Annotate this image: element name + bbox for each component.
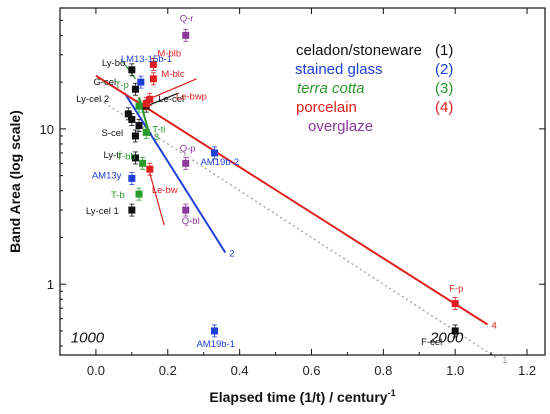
point-label: Ly-cel 1 — [86, 206, 119, 217]
corner-label-1000: 1000 — [71, 330, 105, 347]
point-label: G-cel — [93, 77, 116, 88]
point-porcelain — [146, 95, 154, 103]
point-porcelain — [146, 165, 154, 173]
point-label: F-cel — [421, 337, 442, 348]
point-porcelain — [142, 100, 150, 108]
x-tick-label: 0.8 — [374, 363, 392, 378]
point-label: S-cel — [101, 128, 123, 139]
point-stained — [128, 174, 136, 182]
point-celadon — [131, 132, 139, 140]
x-tick-label: 1.2 — [518, 363, 536, 378]
point-stained — [137, 78, 145, 86]
callout-line-2 — [145, 92, 179, 107]
legend-number-2: (3) — [435, 80, 453, 97]
fit-line-1 — [95, 96, 499, 360]
y-axis-title: Band Area (log scale) — [7, 110, 23, 253]
legend-label-2: terra cotta — [297, 80, 365, 97]
point-terracotta — [135, 190, 143, 198]
callout-line-0 — [153, 78, 197, 98]
point-label: AM19b-2 — [200, 157, 239, 168]
x-axis-title: Elapsed time (1/t) / century-1 — [209, 388, 395, 405]
point-label: Le-bw — [152, 185, 178, 196]
point-label: T-ti — [152, 124, 165, 135]
fit-line-4 — [95, 74, 489, 326]
y-tick-label: 10 — [40, 122, 54, 137]
y-tick-label: 1 — [47, 277, 54, 292]
point-celadon — [135, 122, 143, 130]
point-terracotta — [142, 128, 150, 136]
point-label: Ly-ti — [103, 150, 121, 161]
fit-line-label-4: 4 — [492, 321, 497, 332]
point-label: T-p — [115, 80, 129, 91]
fit-line-label-2: 2 — [229, 248, 234, 259]
fit-line-label-1: 1 — [502, 355, 507, 366]
point-celadon — [124, 110, 132, 118]
point-celadon — [131, 85, 139, 93]
legend: celadon/stoneware (1) stained glass (2) terr… — [295, 42, 453, 135]
point-label: M-blc — [161, 69, 184, 80]
legend-label-1: stained glass — [295, 61, 383, 78]
point-label: F-p — [449, 284, 463, 295]
point-label: Le-cel — [158, 94, 184, 105]
x-tick-label: 0.4 — [231, 363, 249, 378]
point-porcelain — [451, 300, 459, 308]
point-labels: Ly-bo G-cel Le-cel Ly-cel 2 S-cel Ly-ti Ly-cel… — [71, 13, 464, 350]
x-axis-title-text: Elapsed time (1/t) / century — [209, 389, 387, 405]
point-porcelain — [149, 75, 157, 83]
point-label: Ly-bo — [102, 58, 125, 69]
legend-label-3: porcelain — [296, 99, 357, 116]
point-celadon — [451, 327, 459, 335]
point-terracotta — [135, 102, 143, 110]
x-tick-label: 1.0 — [446, 363, 464, 378]
x-tick-label: 0.0 — [87, 363, 105, 378]
data-points — [124, 28, 459, 338]
legend-label-4: overglaze — [308, 118, 373, 135]
point-label: AM19b-1 — [196, 339, 235, 350]
point-label: Q-bl — [182, 216, 200, 227]
x-tick-label: 0.6 — [302, 363, 320, 378]
fit-lines: 1 2 3 4 — [95, 74, 508, 366]
point-label: Q-p — [180, 143, 196, 154]
point-porcelain — [149, 60, 157, 68]
axes: 0.0 0.2 0.4 0.6 0.8 1.0 1.2 1 10 — [40, 7, 546, 378]
point-stained — [210, 327, 218, 335]
point-label: AM13y — [92, 170, 122, 181]
point-overglaze — [182, 31, 190, 39]
point-celadon — [131, 154, 139, 162]
point-label: Ly-cel 2 — [76, 94, 109, 105]
legend-label-0: celadon/stoneware — [296, 42, 422, 59]
point-celadon — [128, 115, 136, 123]
x-axis-title-superscript: -1 — [388, 388, 396, 398]
point-celadon — [128, 206, 136, 214]
point-label: T-bb — [117, 151, 136, 162]
fit-line-label-3: 3 — [154, 132, 159, 143]
point-label: Le-bwp — [176, 91, 207, 102]
point-label: Q-r — [180, 13, 194, 24]
corner-label-2000: 2000 — [429, 330, 464, 347]
legend-number-3: (4) — [435, 99, 453, 116]
point-label: M-blb — [157, 48, 181, 59]
point-overglaze — [182, 159, 190, 167]
callout-line-1 — [149, 172, 165, 226]
point-celadon — [128, 66, 136, 74]
plot-frame — [59, 7, 546, 356]
legend-number-1: (2) — [435, 61, 453, 78]
point-overglaze — [182, 206, 190, 214]
point-terracotta — [139, 159, 147, 167]
point-stained — [210, 149, 218, 157]
point-label: T-b — [111, 190, 125, 201]
point-label: LM13-15b-1 — [121, 54, 172, 65]
legend-number-0: (1) — [435, 42, 453, 59]
x-tick-label: 0.2 — [159, 363, 177, 378]
